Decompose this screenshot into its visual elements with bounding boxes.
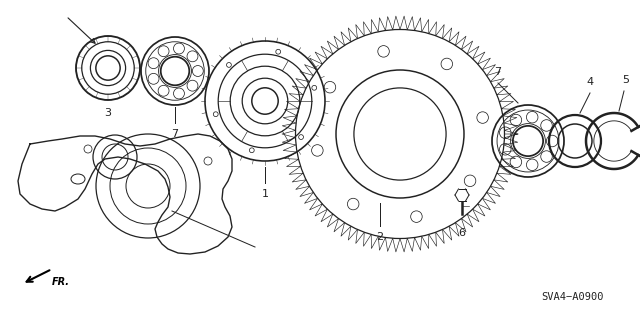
Text: SVA4−A0900: SVA4−A0900 xyxy=(541,292,604,302)
Text: 6: 6 xyxy=(458,228,465,238)
Text: FR.: FR. xyxy=(52,277,70,287)
Text: 3: 3 xyxy=(104,108,111,118)
Text: 7: 7 xyxy=(172,129,179,139)
Text: 5: 5 xyxy=(623,75,630,85)
Text: 4: 4 xyxy=(586,77,593,87)
Text: 1: 1 xyxy=(262,189,269,199)
Text: 7: 7 xyxy=(495,67,502,77)
Text: 2: 2 xyxy=(376,232,383,242)
